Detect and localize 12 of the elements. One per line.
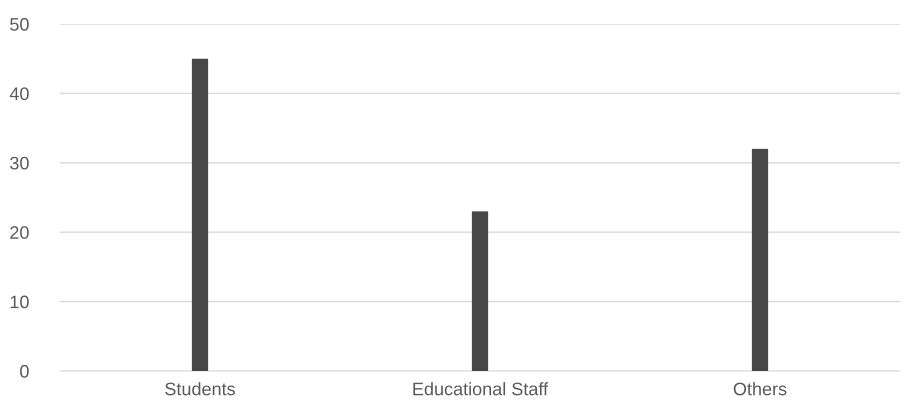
y-tick-label: 10 — [10, 296, 29, 308]
bar — [752, 148, 768, 371]
y-tick-label: 20 — [10, 226, 29, 239]
x-tick-label: Students — [165, 382, 235, 396]
bar — [192, 58, 208, 371]
y-tick-label: 30 — [10, 156, 29, 170]
x-tick-label: Others — [734, 382, 786, 396]
x-tick-label: Educational Staff — [413, 382, 548, 396]
y-tick-label: 0 — [20, 364, 29, 378]
y-tick-label: 40 — [10, 87, 29, 100]
y-tick-label: 50 — [10, 18, 29, 31]
bar — [472, 211, 488, 371]
